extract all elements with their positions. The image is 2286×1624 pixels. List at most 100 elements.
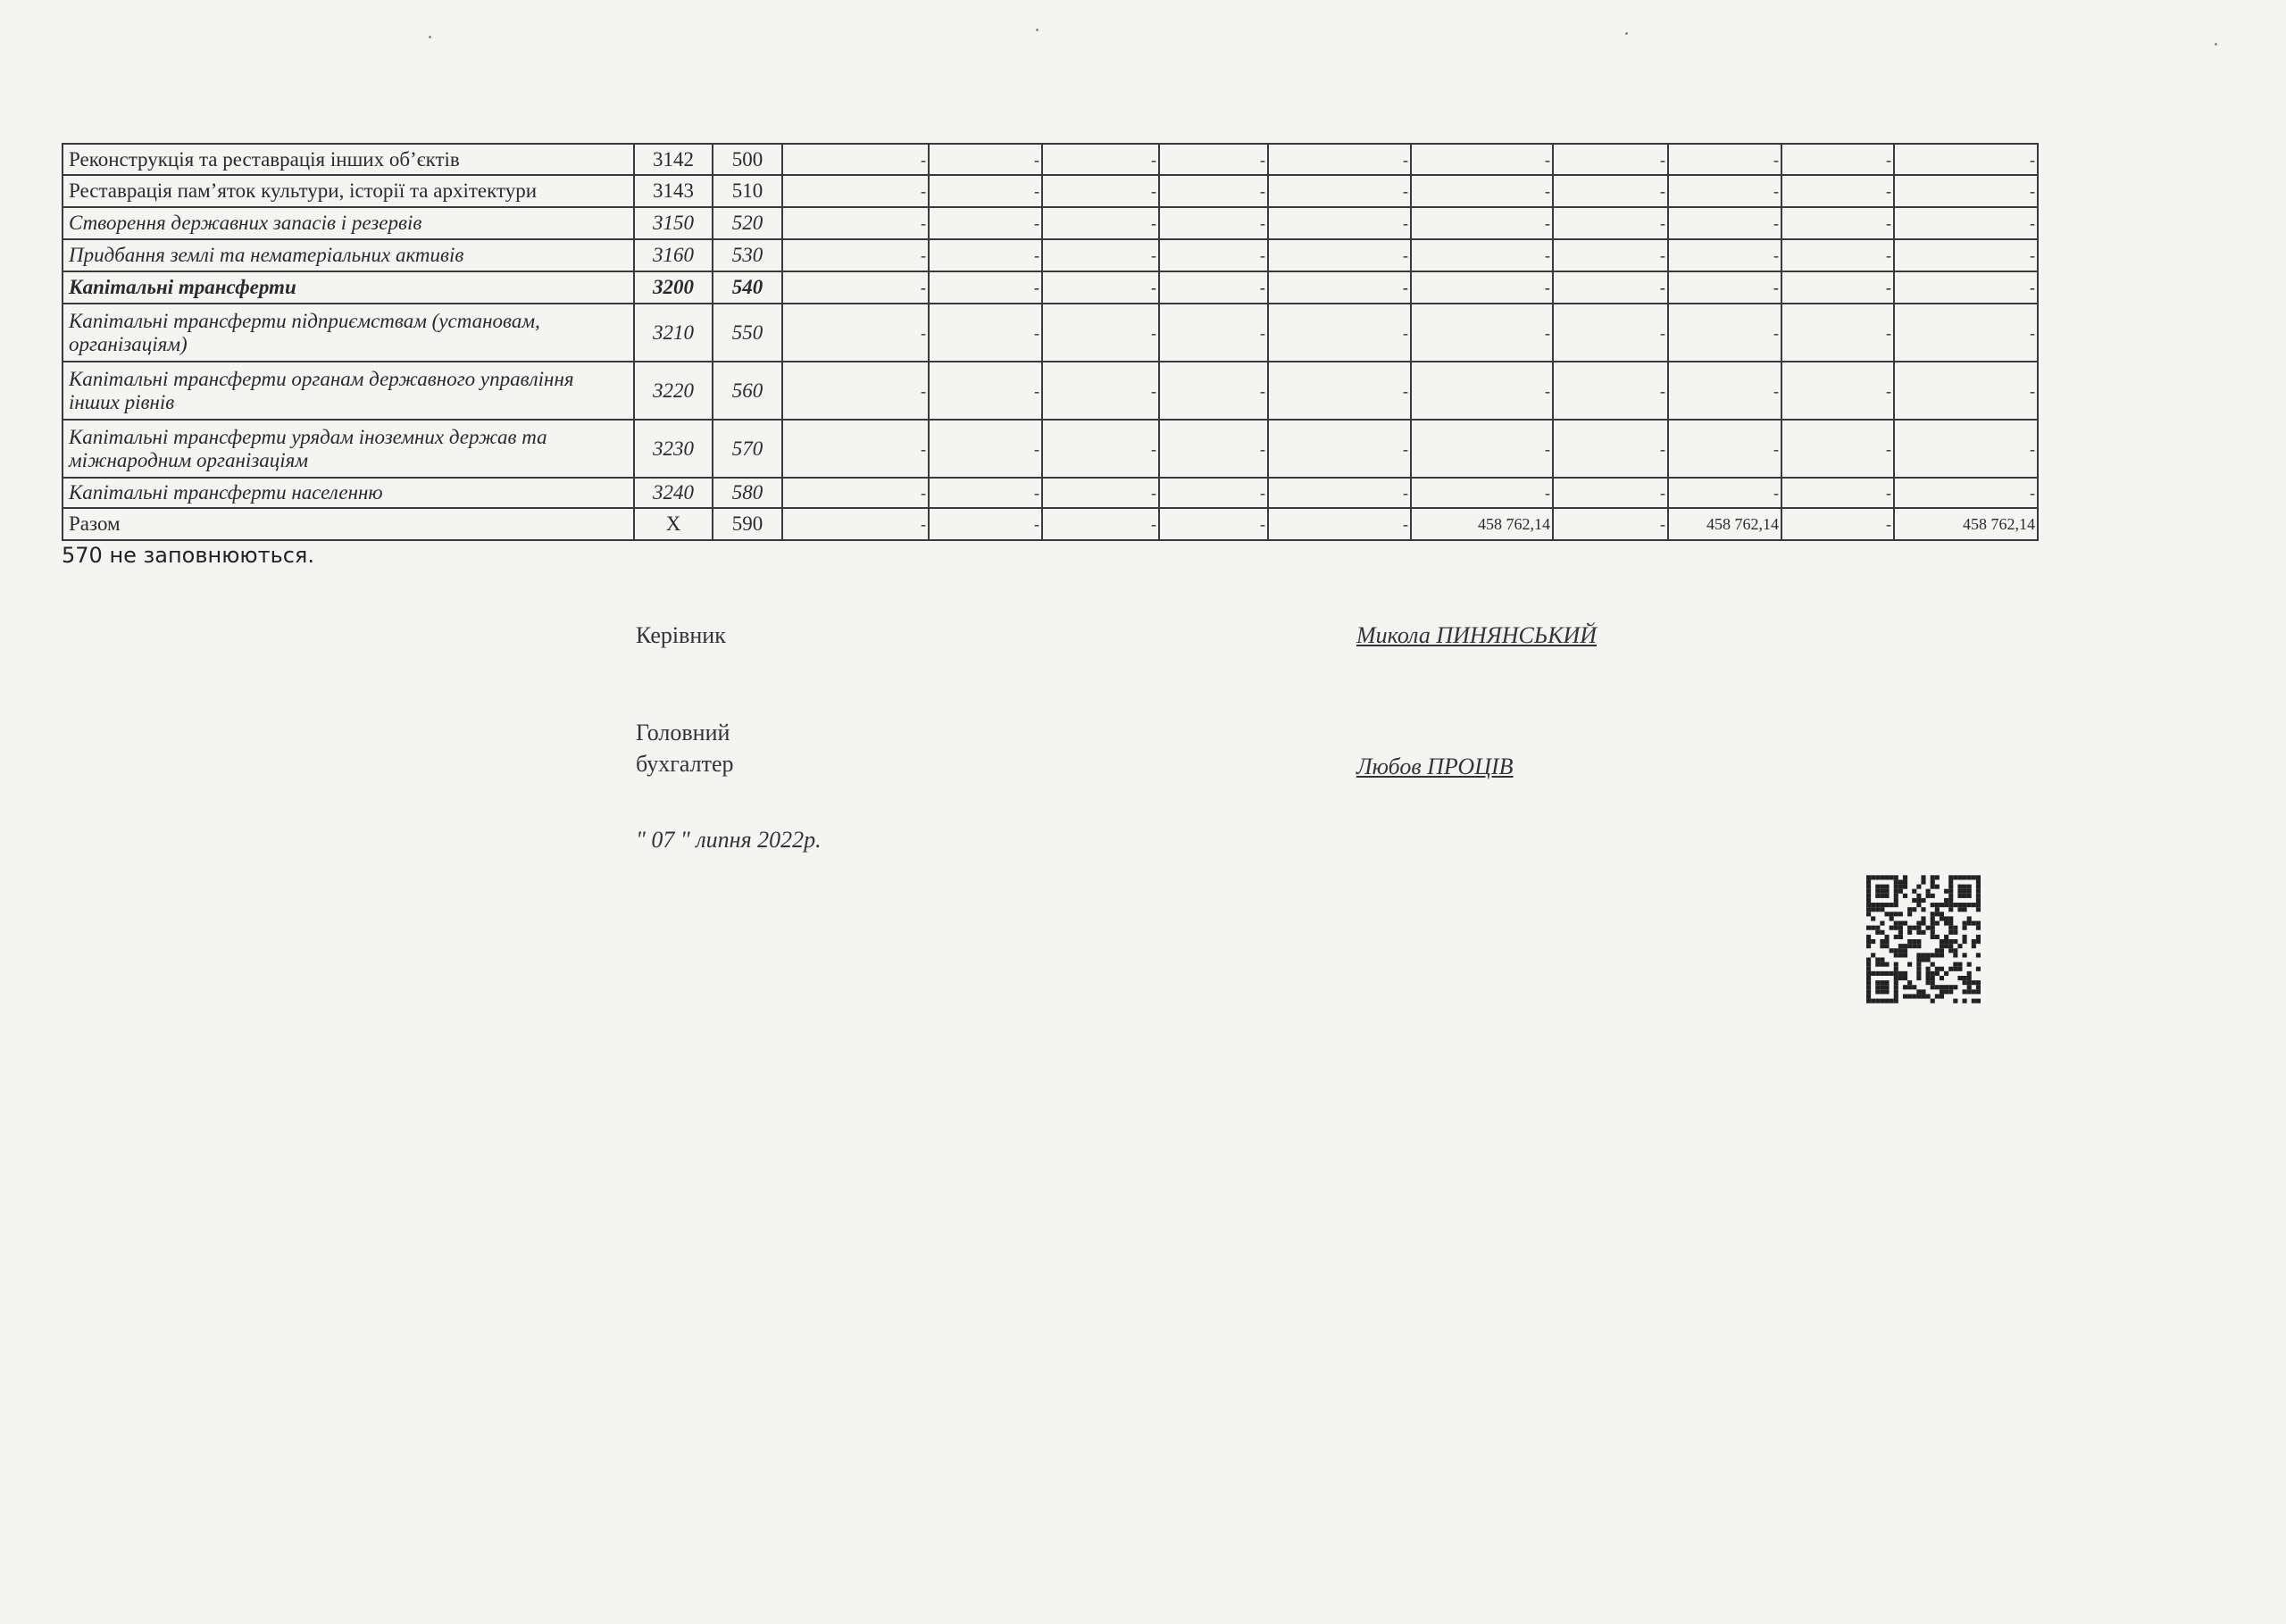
table-row: Разом X 590- - - - -458 762,14-458 762,14-458 … <box>62 507 2039 541</box>
value-cell: - <box>1893 271 2039 304</box>
value-cell: - <box>1667 361 1782 421</box>
qr-code-icon <box>1866 875 1981 1004</box>
value-cell: - <box>1158 507 1269 541</box>
value-cell: - <box>1667 206 1782 240</box>
value-cell: - <box>1267 174 1412 208</box>
row-name-cell: Реставрація пам’яток культури, історії т… <box>62 174 635 208</box>
kekv-code-cell: X <box>633 507 713 541</box>
value-cell: - <box>1158 174 1269 208</box>
value-cell: - <box>1158 303 1269 362</box>
row-name-cell: Капітальні трансферти органам державного… <box>62 361 635 421</box>
value-cell: - <box>1781 419 1895 479</box>
row-code-cell: 520 <box>712 206 783 240</box>
kekv-code-cell: 3200 <box>633 271 713 304</box>
scan-speck <box>1625 32 1628 35</box>
kekv-code-cell: 3230 <box>633 419 713 479</box>
value-cell: - <box>781 238 930 272</box>
table-row: Капітальні трансферти органам державного… <box>62 361 2039 421</box>
value-cell: - <box>1041 477 1160 509</box>
row-code-cell: 560 <box>712 361 783 421</box>
value-cell: - <box>928 143 1043 176</box>
value-cell: - <box>781 303 930 362</box>
table-row: Капітальні трансферти 3200 540- - - - - - - - - - <box>62 271 2039 304</box>
value-cell: - <box>1267 419 1412 479</box>
value-cell: - <box>1158 143 1269 176</box>
kekv-code-cell: 3150 <box>633 206 713 240</box>
value-cell: - <box>928 271 1043 304</box>
value-cell: - <box>781 206 930 240</box>
value-cell: - <box>1893 174 2039 208</box>
value-cell: - <box>1041 507 1160 541</box>
value-cell: - <box>1267 477 1412 509</box>
value-cell: - <box>1410 174 1554 208</box>
value-cell: - <box>1667 174 1782 208</box>
value-cell: - <box>1667 271 1782 304</box>
value-cell: - <box>928 477 1043 509</box>
value-cell: 458 762,14 <box>1667 507 1782 541</box>
kekv-code-cell: 3143 <box>633 174 713 208</box>
value-cell: - <box>1893 477 2039 509</box>
value-cell: - <box>1667 419 1782 479</box>
accountant-name: Любов ПРОЦІВ <box>1356 754 1514 779</box>
row-name-cell: Капітальні трансферти підприємствам (уст… <box>62 303 635 362</box>
value-cell: - <box>1781 507 1895 541</box>
accountant-label-line1: Головний <box>636 720 730 745</box>
value-cell: - <box>1667 143 1782 176</box>
value-cell: - <box>1410 303 1554 362</box>
value-cell: - <box>781 361 930 421</box>
value-cell: - <box>928 507 1043 541</box>
value-cell: - <box>781 143 930 176</box>
value-cell: - <box>1552 143 1669 176</box>
value-cell: - <box>1552 477 1669 509</box>
value-cell: - <box>1667 477 1782 509</box>
value-cell: - <box>928 238 1043 272</box>
value-cell: - <box>1410 143 1554 176</box>
value-cell: - <box>1410 271 1554 304</box>
kekv-code-cell: 3210 <box>633 303 713 362</box>
row-name-cell: Реконструкція та реставрація інших об’єк… <box>62 143 635 176</box>
head-label: Керівник <box>636 622 726 648</box>
row-name-cell: Разом <box>62 507 635 541</box>
value-cell: - <box>1781 477 1895 509</box>
row-name-cell: Створення державних запасів і резервів <box>62 206 635 240</box>
value-cell: - <box>928 419 1043 479</box>
value-cell: - <box>1552 174 1669 208</box>
value-cell: - <box>1410 238 1554 272</box>
row-code-cell: 500 <box>712 143 783 176</box>
value-cell: - <box>1667 238 1782 272</box>
kekv-code-cell: 3220 <box>633 361 713 421</box>
row-code-cell: 550 <box>712 303 783 362</box>
value-cell: - <box>1893 143 2039 176</box>
value-cell: - <box>1667 303 1782 362</box>
value-cell: - <box>1410 477 1554 509</box>
value-cell: - <box>1552 419 1669 479</box>
head-name: Микола ПИНЯНСЬКИЙ <box>1356 622 1598 648</box>
value-cell: - <box>1781 303 1895 362</box>
accountant-label-line2: бухгалтер <box>636 751 734 777</box>
table-row: Капітальні трансферти урядам іноземних д… <box>62 419 2039 479</box>
value-cell: - <box>1781 238 1895 272</box>
value-cell: - <box>1893 238 2039 272</box>
value-cell: - <box>781 507 930 541</box>
value-cell: - <box>1267 303 1412 362</box>
value-cell: - <box>1781 271 1895 304</box>
value-cell: - <box>1158 419 1269 479</box>
value-cell: - <box>1041 238 1160 272</box>
value-cell: - <box>928 206 1043 240</box>
value-cell: - <box>1893 303 2039 362</box>
value-cell: - <box>1781 174 1895 208</box>
scan-speck <box>2215 43 2217 46</box>
value-cell: - <box>1552 271 1669 304</box>
scan-speck <box>429 36 431 38</box>
value-cell: - <box>928 303 1043 362</box>
value-cell: - <box>1158 206 1269 240</box>
value-cell: - <box>928 361 1043 421</box>
value-cell: - <box>1781 361 1895 421</box>
row-name-cell: Капітальні трансферти урядам іноземних д… <box>62 419 635 479</box>
value-cell: - <box>1893 419 2039 479</box>
value-cell: - <box>1781 206 1895 240</box>
value-cell: - <box>1410 206 1554 240</box>
value-cell: - <box>1552 238 1669 272</box>
kekv-code-cell: 3160 <box>633 238 713 272</box>
table-row: Реконструкція та реставрація інших об’єк… <box>62 143 2039 176</box>
